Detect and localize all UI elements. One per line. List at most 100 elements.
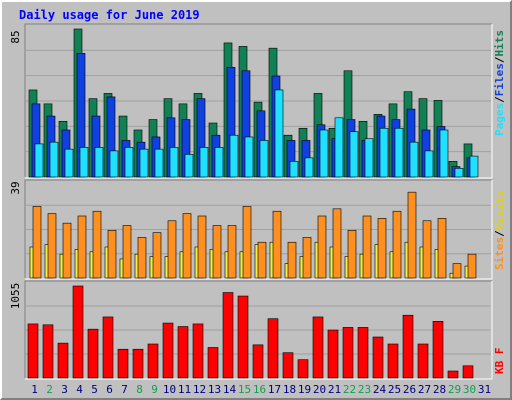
panel-bevel-light xyxy=(25,24,493,179)
bars-layer xyxy=(27,28,479,379)
bar-pages-day-1 xyxy=(34,143,44,178)
x-tick-label-7: 7 xyxy=(121,383,128,396)
x-tick-label-27: 27 xyxy=(418,383,431,396)
x-tick-label-13: 13 xyxy=(208,383,221,396)
bar-sites-day-11 xyxy=(182,213,192,279)
bar-kb-f-day-2 xyxy=(42,324,54,379)
bar-kb-f-day-21 xyxy=(327,329,339,379)
bar-pages-day-21 xyxy=(334,117,344,178)
bar-kb-f-day-25 xyxy=(387,343,399,379)
bar-pages-day-24 xyxy=(379,127,389,178)
bar-pages-day-5 xyxy=(94,147,104,178)
bar-sites-day-3 xyxy=(62,222,72,279)
bar-kb-f-day-24 xyxy=(372,336,384,379)
bar-sites-day-10 xyxy=(167,220,177,279)
x-tick-label-3: 3 xyxy=(61,383,68,396)
bar-pages-day-23 xyxy=(364,138,374,178)
bar-sites-day-12 xyxy=(197,215,207,279)
legend-sep-2: / xyxy=(493,56,506,63)
x-axis-labels: 1 2 3 4 5 6 7 8 9 10 11 12 13 14 15 16 17 18 19 20 21 22 23 24 2… xyxy=(31,383,491,396)
bar-pages-day-20 xyxy=(319,129,329,178)
panel-bevel-dark xyxy=(24,280,492,378)
bar-kb-f-day-28 xyxy=(432,321,444,379)
bar-kb-f-day-26 xyxy=(402,314,414,379)
x-tick-label-24: 24 xyxy=(373,383,387,396)
bar-kb-f-day-17 xyxy=(267,318,279,379)
x-tick-label-4: 4 xyxy=(76,383,83,396)
visits-ymax-label: 39 xyxy=(9,181,22,194)
bar-sites-day-8 xyxy=(137,237,147,279)
bar-sites-day-22 xyxy=(347,230,357,279)
bar-kb-f-day-9 xyxy=(147,343,159,379)
legend-pages: Pages xyxy=(493,103,506,136)
bar-kb-f-day-22 xyxy=(342,327,354,379)
bar-kb-f-day-30 xyxy=(462,365,474,379)
x-tick-label-1: 1 xyxy=(31,383,38,396)
bar-sites-day-7 xyxy=(122,225,132,279)
bar-sites-day-21 xyxy=(332,208,342,279)
bar-sites-day-19 xyxy=(302,237,312,279)
bar-pages-day-7 xyxy=(124,147,134,178)
panel-bevel-dark xyxy=(24,23,492,177)
bar-kb-f-day-19 xyxy=(297,359,309,379)
bar-pages-day-6 xyxy=(109,150,119,178)
bar-pages-day-29 xyxy=(454,167,464,178)
kbytes-ymax-label: 1055 xyxy=(9,283,22,310)
bar-pages-day-18 xyxy=(289,161,299,178)
bar-kb-f-day-6 xyxy=(102,316,114,379)
bar-sites-day-25 xyxy=(392,210,402,279)
bar-sites-day-13 xyxy=(212,225,222,279)
x-tick-label-9: 9 xyxy=(151,383,158,396)
bar-sites-day-29 xyxy=(452,263,462,279)
x-tick-label-17: 17 xyxy=(268,383,281,396)
bar-sites-day-6 xyxy=(107,230,117,279)
bar-kb-f-day-12 xyxy=(192,323,204,379)
chart-title: Daily usage for June 2019 xyxy=(19,8,200,22)
x-tick-label-8: 8 xyxy=(136,383,143,396)
legend-visits-sites: Sites/Visits xyxy=(493,191,506,271)
bar-pages-day-27 xyxy=(424,150,434,178)
x-tick-label-15: 15 xyxy=(238,383,251,396)
bar-kb-f-day-18 xyxy=(282,352,294,379)
bar-pages-day-8 xyxy=(139,148,149,178)
bar-pages-day-12 xyxy=(199,147,209,178)
x-tick-label-26: 26 xyxy=(403,383,416,396)
bar-kb-f-day-13 xyxy=(207,347,219,379)
bar-pages-day-25 xyxy=(394,127,404,178)
bar-kb-f-day-15 xyxy=(237,295,249,379)
bar-pages-day-4 xyxy=(79,147,89,178)
bar-kb-f-day-16 xyxy=(252,344,264,379)
legend-files: Files xyxy=(493,63,506,96)
legend-sep-1: / xyxy=(493,96,506,103)
bar-sites-day-14 xyxy=(227,225,237,279)
bar-kb-f-day-1 xyxy=(27,323,39,379)
hits-ymax-label: 85 xyxy=(9,30,22,43)
panel-bevel-light xyxy=(25,180,493,280)
x-tick-label-19: 19 xyxy=(298,383,311,396)
bar-pages-day-13 xyxy=(214,147,224,178)
legend-hits-files-pages: Pages/Files/Hits xyxy=(493,30,506,136)
bar-kb-f-day-10 xyxy=(162,322,174,379)
x-tick-label-30: 30 xyxy=(463,383,476,396)
legend-sep-3: / xyxy=(493,230,506,237)
bar-pages-day-10 xyxy=(169,147,179,178)
bar-kb-f-day-14 xyxy=(222,292,234,379)
bar-sites-day-4 xyxy=(77,215,87,279)
bar-pages-day-3 xyxy=(64,148,74,178)
x-tick-label-25: 25 xyxy=(388,383,401,396)
bar-sites-day-2 xyxy=(47,213,57,279)
legend-visits: Visits xyxy=(493,191,506,231)
bar-kb-f-day-27 xyxy=(417,343,429,379)
bar-pages-day-14 xyxy=(229,134,239,178)
legend-kbytes: KB F xyxy=(493,348,506,375)
bar-pages-day-28 xyxy=(439,129,449,178)
bar-pages-day-15 xyxy=(244,136,254,178)
bar-kb-f-day-4 xyxy=(72,285,84,379)
bar-pages-day-30 xyxy=(469,155,479,178)
bar-sites-day-20 xyxy=(317,215,327,279)
